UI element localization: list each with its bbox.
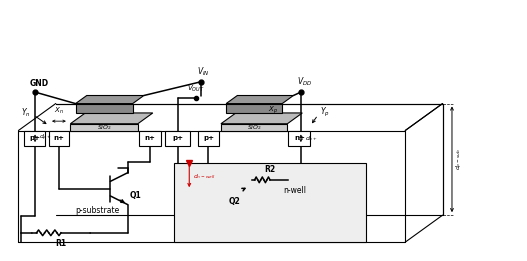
Text: $SiO_2$: $SiO_2$ (96, 123, 112, 132)
Text: $V_{DD}$: $V_{DD}$ (297, 75, 313, 88)
Text: R1: R1 (55, 239, 66, 248)
Bar (198, 130, 219, 146)
Text: $X_p$: $X_p$ (268, 104, 278, 116)
Text: Q2: Q2 (229, 197, 240, 206)
Polygon shape (226, 104, 282, 113)
Text: p-substrate: p-substrate (75, 206, 120, 216)
Bar (165, 130, 190, 146)
Polygon shape (75, 96, 144, 104)
Text: $X_n$: $X_n$ (54, 106, 64, 116)
Polygon shape (70, 124, 138, 130)
Bar (49, 130, 69, 146)
Text: $Y_n$: $Y_n$ (21, 106, 31, 119)
Bar (174, 163, 366, 242)
Bar (139, 130, 161, 146)
Text: Q1: Q1 (129, 191, 141, 200)
Text: n+: n+ (294, 135, 305, 141)
Text: n+: n+ (144, 135, 155, 141)
Polygon shape (70, 113, 153, 124)
Bar (24, 130, 45, 146)
Text: p+: p+ (29, 135, 40, 141)
Text: $d_{n+}$: $d_{n+}$ (305, 134, 318, 143)
Text: p+: p+ (203, 135, 214, 141)
Text: GND: GND (30, 79, 49, 88)
Text: $V_{OUT}$: $V_{OUT}$ (187, 84, 205, 94)
Bar (288, 130, 310, 146)
Text: $V_{IN}$: $V_{IN}$ (198, 65, 210, 78)
Text: $SiO_2$: $SiO_2$ (247, 123, 261, 132)
Text: p+: p+ (172, 135, 183, 141)
Text: $d_{n-well}$: $d_{n-well}$ (193, 172, 216, 181)
Text: $Y_p$: $Y_p$ (320, 106, 330, 119)
Polygon shape (221, 113, 302, 124)
Polygon shape (75, 104, 133, 113)
Text: R2: R2 (265, 165, 276, 174)
Text: $d_{p+}$: $d_{p+}$ (39, 133, 52, 143)
Text: $d_{p-sub}$: $d_{p-sub}$ (455, 149, 465, 170)
Polygon shape (221, 124, 287, 130)
Polygon shape (226, 96, 294, 104)
Text: n-well: n-well (283, 186, 306, 195)
Text: n+: n+ (53, 135, 64, 141)
